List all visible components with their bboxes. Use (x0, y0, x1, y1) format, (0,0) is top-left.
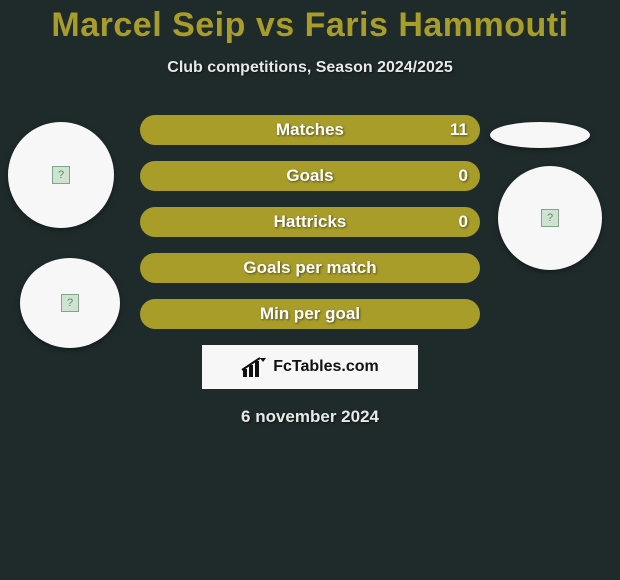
stat-value: 11 (450, 115, 468, 145)
date-text: 6 november 2024 (0, 407, 620, 427)
stat-label: Hattricks (140, 207, 480, 237)
placeholder-icon: ? (52, 166, 70, 184)
placeholder-icon: ? (541, 209, 559, 227)
stat-row: Hattricks 0 (140, 207, 480, 237)
stat-row: Goals 0 (140, 161, 480, 191)
chart-icon (241, 357, 267, 377)
page-title: Marcel Seip vs Faris Hammouti (0, 0, 620, 45)
stat-label: Matches (140, 115, 480, 145)
stat-row: Min per goal (140, 299, 480, 329)
stat-label: Goals (140, 161, 480, 191)
vs-text: vs (256, 6, 295, 44)
brand-badge: FcTables.com (202, 345, 418, 389)
stat-value: 0 (459, 161, 468, 191)
avatar: ? (20, 258, 120, 348)
subtitle: Club competitions, Season 2024/2025 (0, 59, 620, 77)
stat-row: Matches 11 (140, 115, 480, 145)
player2-name: Faris Hammouti (305, 6, 569, 44)
placeholder-icon: ? (61, 294, 79, 312)
stat-label: Min per goal (140, 299, 480, 329)
avatar: ? (490, 122, 590, 148)
avatar: ? (8, 122, 114, 228)
stat-label: Goals per match (140, 253, 480, 283)
stat-bars: Matches 11 Goals 0 Hattricks 0 Goals per… (140, 115, 480, 329)
stat-value: 0 (459, 207, 468, 237)
brand-text: FcTables.com (273, 358, 379, 376)
avatar: ? (498, 166, 602, 270)
player1-name: Marcel Seip (51, 6, 245, 44)
stat-row: Goals per match (140, 253, 480, 283)
